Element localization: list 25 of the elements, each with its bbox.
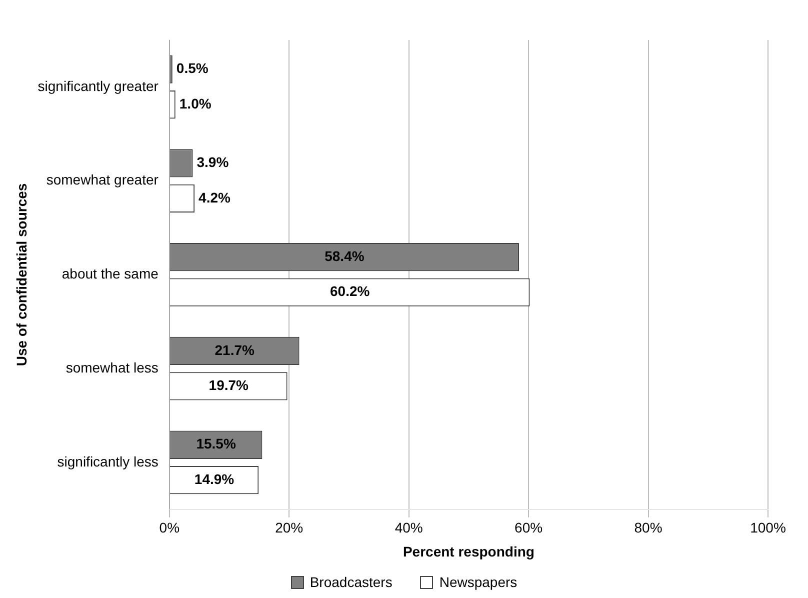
data-label: 15.5% [196,436,236,452]
y-axis-title: Use of confidential sources [13,183,30,366]
x-tick-label: 0% [159,520,180,536]
data-label: 60.2% [330,283,370,300]
data-label: 4.2% [198,189,232,206]
y-tick-label: about the same [62,266,159,282]
x-axis-title: Percent responding [402,543,534,560]
y-tick-label: somewhat greater [46,172,159,188]
y-tick-label: significantly greater [38,78,159,94]
data-label: 14.9% [194,470,235,487]
text: Newspapers [439,574,518,590]
legend-label: Broadcasters [310,574,392,590]
data-label: 21.7% [214,342,256,358]
data-label: 58.4% [324,248,365,264]
x-tick-label: 100% [750,520,786,536]
x-tick-label: 80% [634,520,662,536]
y-tick-label: somewhat less [66,359,158,376]
x-tick-label: 60% [514,520,543,536]
data-label: 1.0% [179,95,212,112]
data-label: 3.9% [196,154,230,170]
data-label: 0.5% [176,60,209,76]
x-tick-label: 40% [394,520,423,536]
y-tick-label: significantly less [57,453,158,470]
data-label: 19.7% [208,377,250,394]
x-tick-label: 20% [275,520,304,536]
